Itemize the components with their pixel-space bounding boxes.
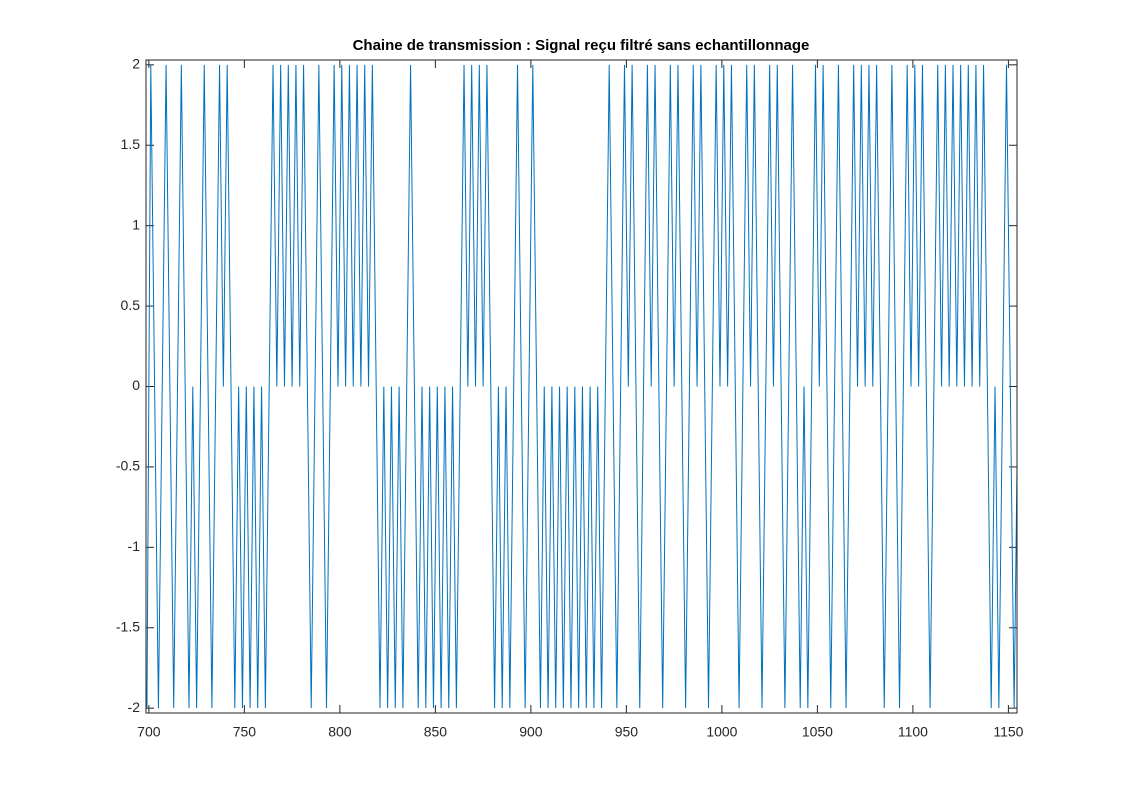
x-tick-label: 1100 — [898, 724, 928, 740]
y-tick-label: 0 — [132, 377, 140, 393]
plot-area — [146, 60, 1017, 713]
x-tick-label: 950 — [615, 724, 639, 740]
x-tick-label: 850 — [424, 724, 448, 740]
y-tick-label: 2 — [132, 56, 140, 72]
axes-box — [145, 59, 1018, 714]
x-tick-label: 900 — [519, 724, 543, 740]
signal-line — [146, 64, 1017, 709]
y-tick-label: -2 — [128, 699, 141, 715]
x-tick-label: 1000 — [706, 724, 737, 740]
y-tick-label: -1 — [128, 538, 141, 554]
y-tick-label: 1 — [132, 216, 140, 232]
x-tick-label: 700 — [137, 724, 161, 740]
y-tick-label: 0.5 — [121, 297, 141, 313]
y-tick-label: 1.5 — [121, 136, 141, 152]
chart-title: Chaine de transmission : Signal reçu fil… — [353, 37, 810, 54]
x-tick-label: 750 — [233, 724, 257, 740]
x-tick-label: 1050 — [802, 724, 833, 740]
y-tick-label: -0.5 — [116, 458, 140, 474]
x-tick-label: 1150 — [993, 724, 1023, 740]
y-tick-label: -1.5 — [116, 618, 140, 634]
x-tick-label: 800 — [328, 724, 352, 740]
